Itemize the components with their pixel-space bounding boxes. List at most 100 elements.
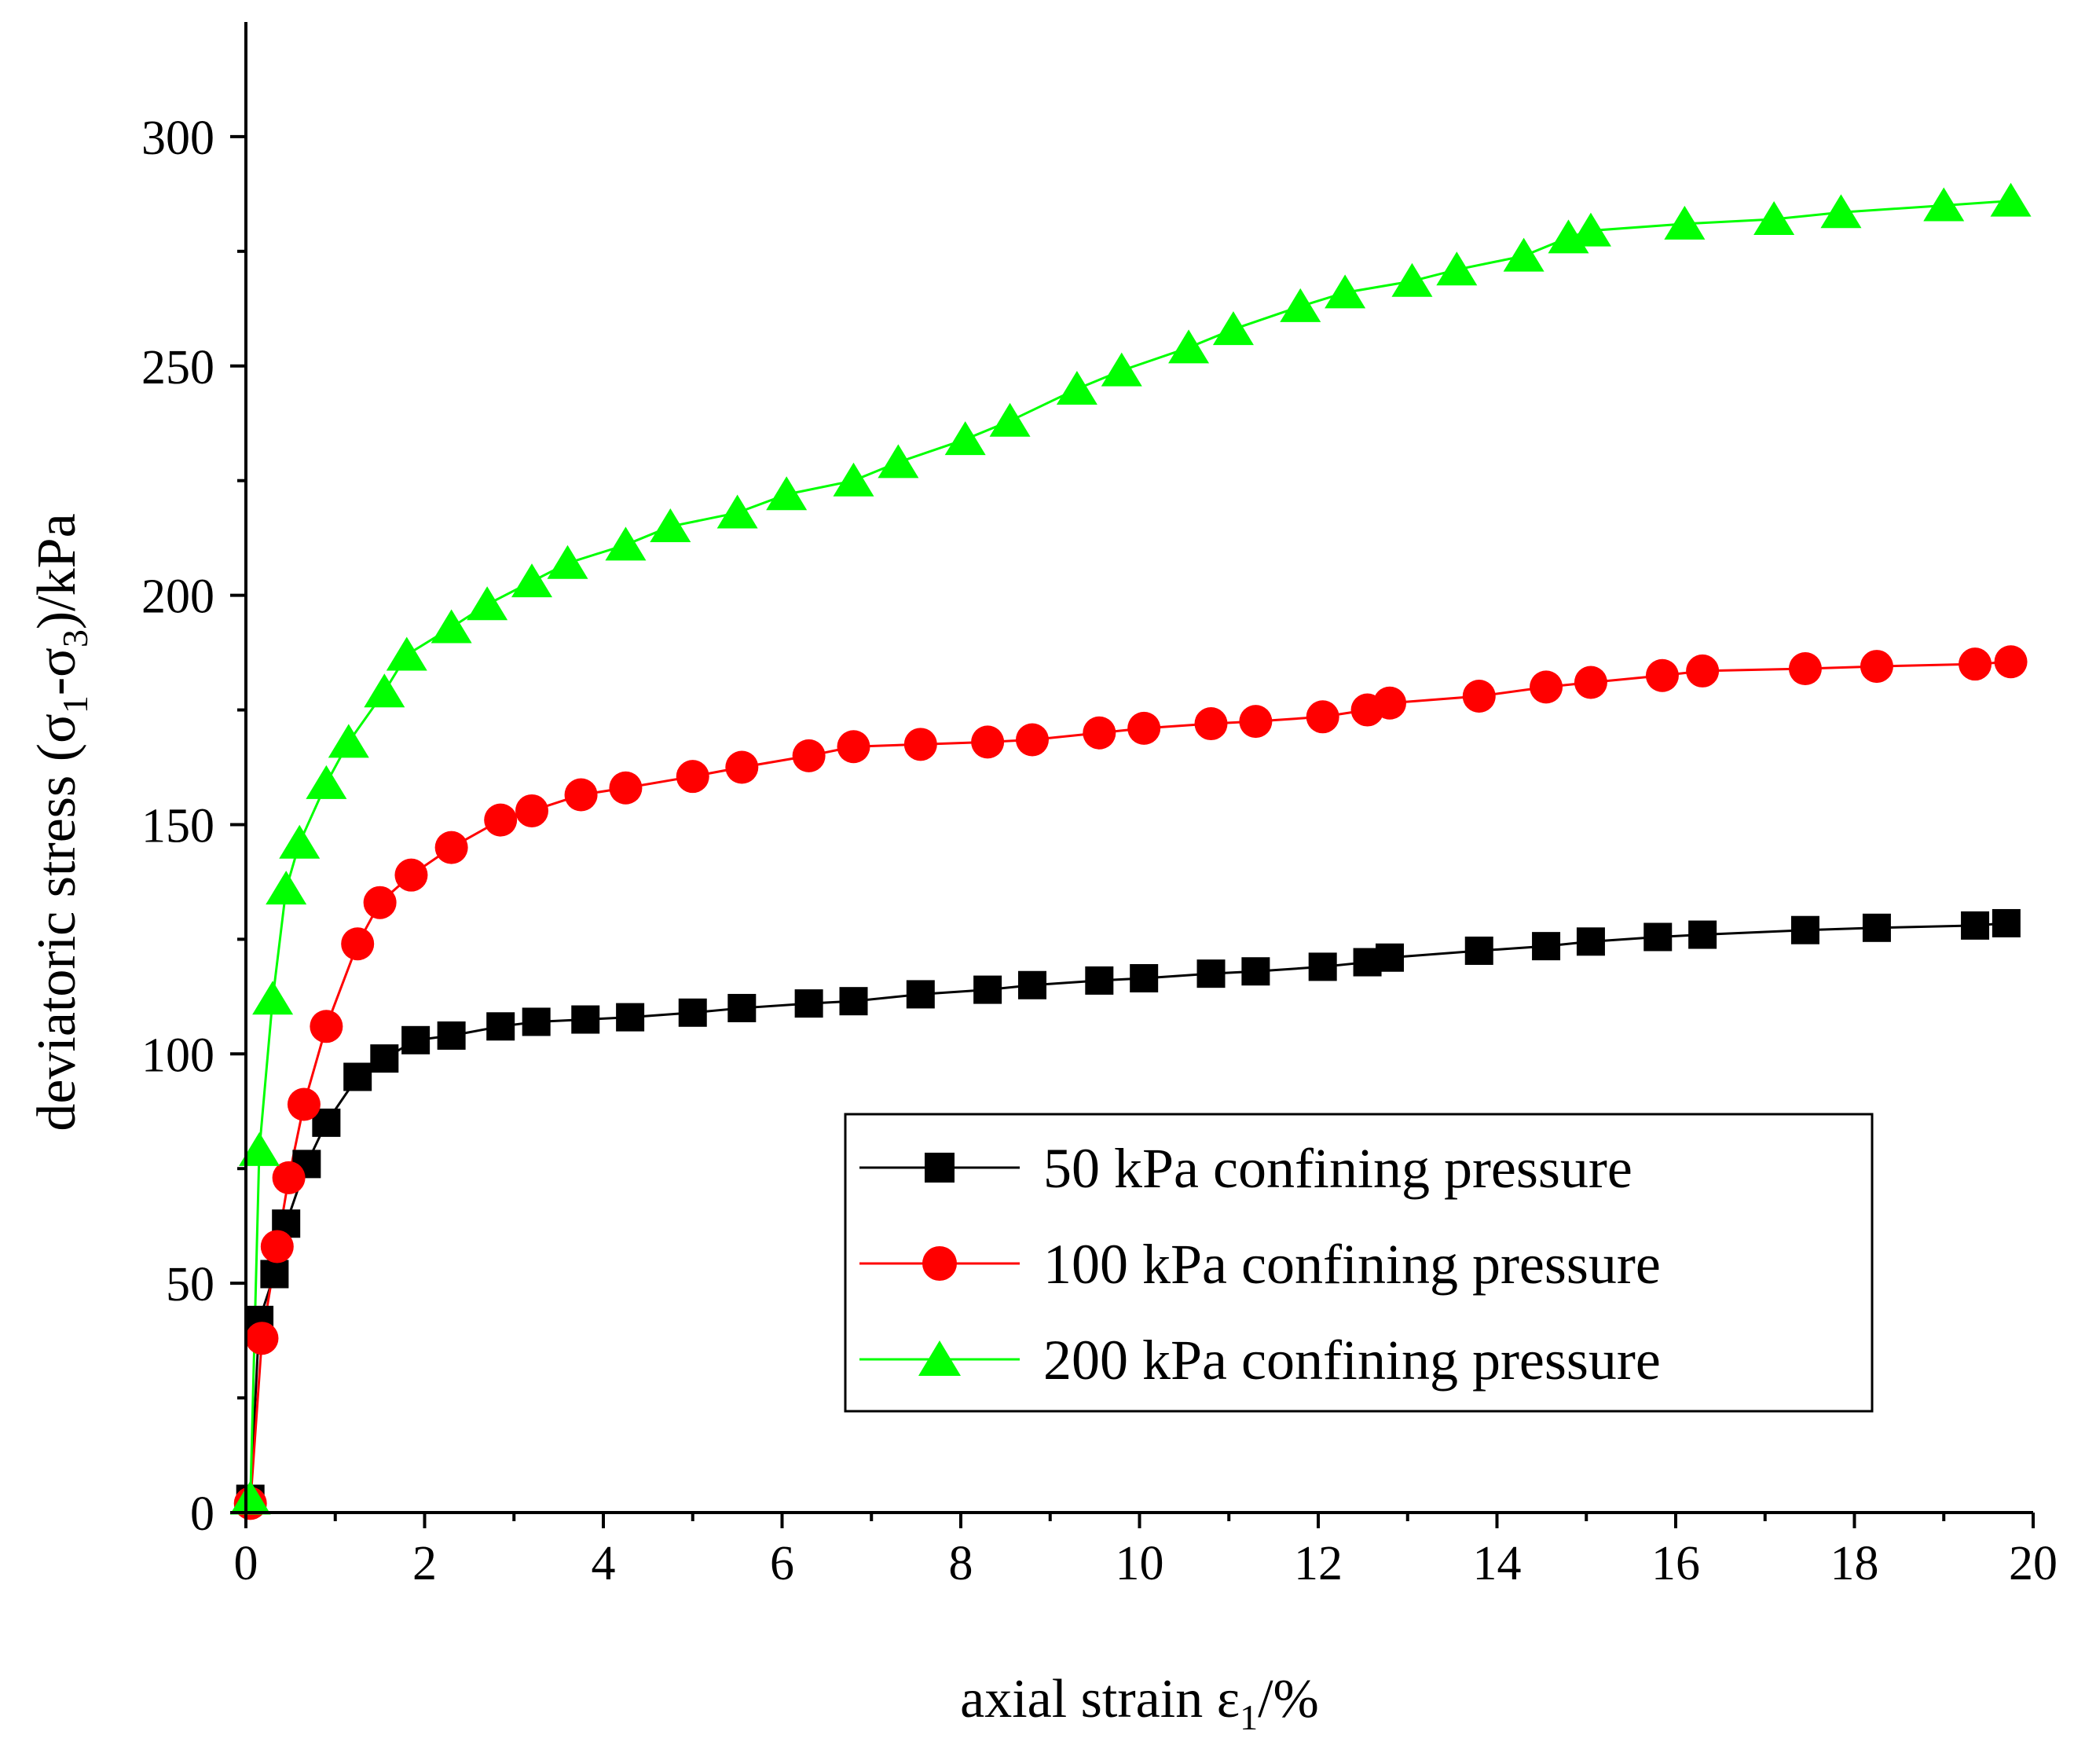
data-point <box>1056 370 1097 405</box>
y-axis-title-part-1: deviatoric stress (σ <box>27 713 87 1131</box>
x-tick-label: 6 <box>770 1537 794 1590</box>
data-point <box>571 1005 600 1034</box>
data-point <box>1241 957 1270 986</box>
data-point <box>343 1062 372 1091</box>
data-point <box>1130 963 1159 992</box>
legend: 50 kPa confining pressure 100 kPa confini… <box>844 1113 1874 1413</box>
data-point <box>1860 650 1893 684</box>
data-point <box>245 1322 279 1355</box>
data-point <box>1325 274 1366 309</box>
legend-label: 100 kPa confining pressure <box>1043 1233 1661 1296</box>
data-point <box>1376 943 1404 972</box>
x-tick-label: 4 <box>592 1537 616 1590</box>
data-point <box>1992 908 2021 937</box>
data-point <box>616 1003 645 1032</box>
data-point <box>1645 658 1679 692</box>
data-point <box>1462 680 1496 713</box>
x-tick-label: 14 <box>1473 1537 1522 1590</box>
data-point <box>229 1480 271 1515</box>
legend-marker <box>925 1153 955 1183</box>
data-point <box>1961 911 1990 940</box>
data-point <box>1196 959 1226 988</box>
data-point <box>609 771 643 805</box>
data-point <box>1862 913 1891 942</box>
data-point <box>1308 952 1337 981</box>
data-point <box>1664 205 1706 240</box>
x-tick-label: 20 <box>2009 1537 2058 1590</box>
data-point <box>973 975 1002 1004</box>
data-point <box>766 476 808 511</box>
data-point <box>1570 212 1611 247</box>
data-point <box>363 886 397 919</box>
data-point <box>725 750 759 784</box>
data-point <box>239 1131 280 1166</box>
data-point <box>386 636 427 671</box>
data-point <box>878 444 919 479</box>
data-point <box>1990 182 2032 217</box>
data-point <box>1194 707 1228 741</box>
data-point <box>564 778 598 812</box>
data-point <box>394 858 428 892</box>
x-tick-label: 10 <box>1116 1537 1164 1590</box>
data-point <box>484 803 518 837</box>
data-point <box>1643 922 1673 952</box>
y-tick-label: 0 <box>190 1487 214 1541</box>
data-point <box>511 563 552 598</box>
legend-marker <box>918 1340 961 1376</box>
data-point <box>794 989 823 1018</box>
series-markers-3 <box>229 182 2032 1515</box>
data-point <box>341 927 375 961</box>
data-point <box>431 609 472 644</box>
data-point <box>1168 329 1210 364</box>
data-point <box>1788 652 1822 686</box>
data-point <box>1688 920 1717 949</box>
legend-marker <box>922 1246 957 1281</box>
legend-label: 200 kPa confining pressure <box>1043 1329 1661 1392</box>
x-tick-label: 16 <box>1651 1537 1700 1590</box>
y-tick-label: 50 <box>166 1258 214 1311</box>
legend-entry-1: 50 kPa confining pressure <box>859 1137 1632 1200</box>
x-tick-label: 2 <box>412 1537 437 1590</box>
data-point <box>287 1087 321 1121</box>
x-tick-label: 0 <box>234 1537 258 1590</box>
data-point <box>434 831 468 864</box>
data-point <box>903 728 937 761</box>
legend-label: 50 kPa confining pressure <box>1043 1137 1632 1200</box>
data-point <box>266 871 307 905</box>
data-point <box>1994 645 2028 679</box>
data-point <box>839 987 868 1016</box>
y-axis-title-part-2: -σ <box>27 647 87 695</box>
data-point <box>1530 670 1563 704</box>
data-point <box>971 725 1005 759</box>
x-axis-title-suffix: /% <box>1258 1669 1319 1729</box>
data-point <box>1391 262 1433 297</box>
data-point <box>306 765 347 799</box>
data-point <box>401 1025 431 1054</box>
data-point <box>833 462 874 497</box>
legend-entry-2: 100 kPa confining pressure <box>859 1233 1661 1296</box>
data-point <box>515 794 548 827</box>
data-point <box>1306 700 1339 734</box>
x-axis-title-sub: 1 <box>1240 1697 1258 1737</box>
data-point <box>989 402 1031 437</box>
data-point <box>1959 647 1992 681</box>
y-axis-title-part-3: )/kPa <box>27 513 87 629</box>
data-point <box>605 526 647 561</box>
y-tick-label: 250 <box>141 341 214 394</box>
data-point <box>1576 927 1605 956</box>
data-point <box>1239 705 1273 739</box>
data-point <box>1436 251 1478 286</box>
series-markers-1 <box>236 908 2021 1513</box>
data-point <box>1280 288 1321 322</box>
data-point <box>310 1010 343 1043</box>
data-point <box>1127 711 1161 745</box>
data-point <box>1373 686 1406 720</box>
data-point <box>364 673 405 708</box>
data-point <box>1085 966 1114 995</box>
data-point <box>1503 237 1545 272</box>
y-tick-label: 100 <box>141 1029 214 1082</box>
y-tick-label: 200 <box>141 570 214 624</box>
data-point <box>1016 723 1049 757</box>
data-point <box>1790 915 1819 944</box>
